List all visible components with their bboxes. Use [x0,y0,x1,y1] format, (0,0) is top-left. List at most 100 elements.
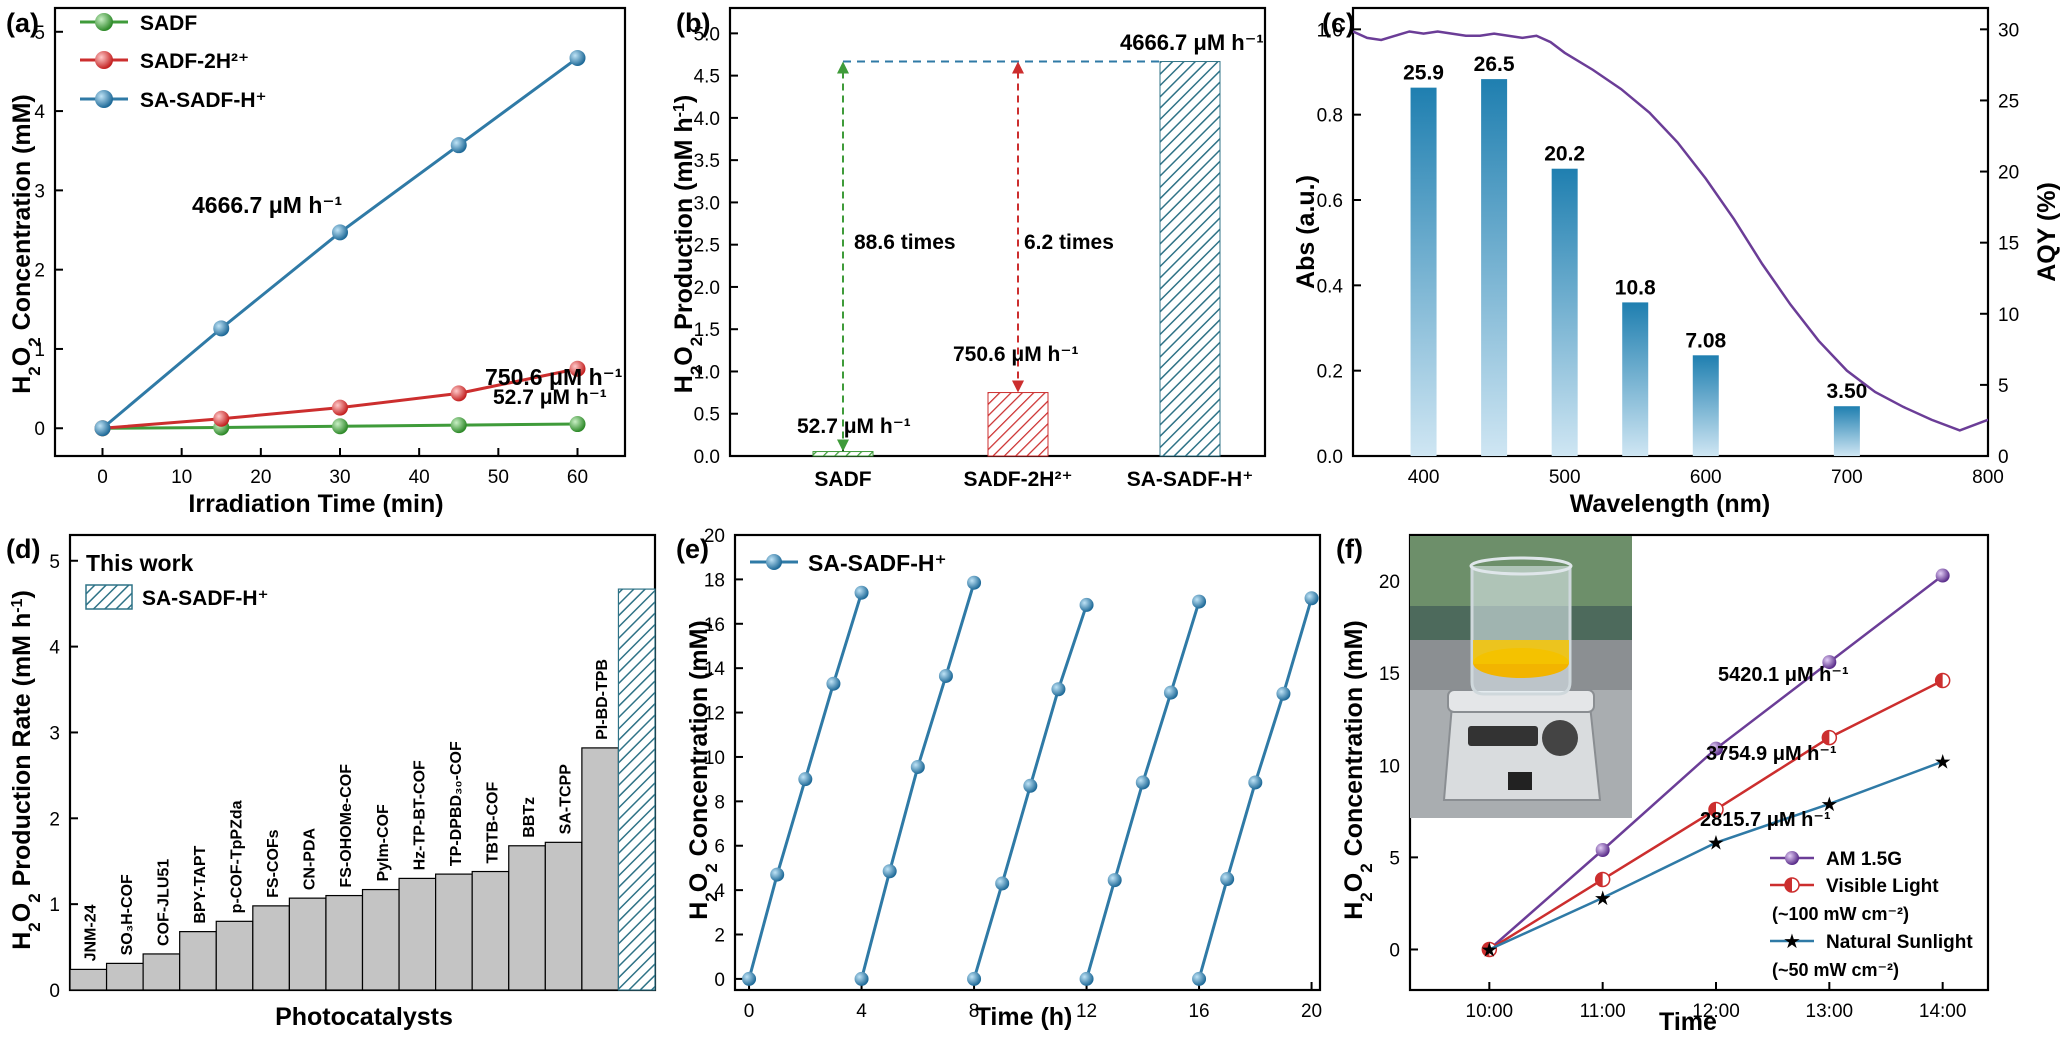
panel-c-frame [1351,6,1990,458]
panel-c-right-ytick-label: 10 [1998,305,2019,326]
panel-f-ytick-label: 10 [1379,756,1400,777]
data-point [332,418,348,435]
panel-d-ylabel: H2O2 Production Rate (mM h-1) [8,590,44,950]
panel-e-xtick-label: 8 [969,1001,980,1022]
panel-e-xtick-label: 16 [1188,1001,1209,1022]
bar-1 [987,392,1049,457]
panel-c-label: (c) [1322,8,1355,38]
panel-f-marks: ★ ★ ★ ★ ★ [1480,568,1952,961]
legend-sunlight: Natural Sunlight [1826,932,1973,953]
panel-b-label: (b) [676,8,710,38]
bar-label: PI-BD-TPB [594,659,611,740]
data-point [1709,741,1723,756]
panel-b-ytick-label: 0.5 [694,405,720,426]
aqy-bar-label: 26.5 [1474,53,1515,76]
cycle-line-1 [860,582,976,980]
panel-c-xtick-label: 400 [1408,467,1440,488]
panel-e-xtick-label: 20 [1301,1001,1322,1022]
bar-label: SA-TCPP [558,764,575,835]
panel-e-ytick-label: 16 [704,615,725,636]
panel-c-right-ytick-label: 0 [1998,447,2009,468]
legend-entry-sa-sadf-h: SA-SADF-H⁺ [142,587,269,610]
panel-f-xlabel: Time [1659,1008,1717,1036]
data-point: ★ [1594,888,1612,910]
data-point-half [1595,872,1603,887]
data-point [1935,568,1950,583]
panel-f-xtick-label: 12:00 [1692,1001,1740,1022]
rate-label-sadf-2h: 750.6 μM h⁻¹ [485,364,622,390]
data-point [1079,597,1094,612]
panel-a-ytick-label: 4 [34,102,45,123]
bar-label: FS-COFs [265,829,282,898]
rate-label-visible: 3754.9 μM h⁻¹ [1706,743,1837,765]
bar-12 [508,845,546,991]
aqy-bar-label: 20.2 [1544,143,1585,166]
aqy-bar [1551,168,1578,456]
panel-e-ytick-label: 20 [704,526,725,547]
panel-f-ytick-label: 20 [1379,572,1400,593]
panel-e-ytick-label: 2 [714,926,725,947]
bar-9 [398,877,437,991]
aqy-bar-label: 7.08 [1685,329,1726,352]
panel-e-ytick-label: 10 [704,748,725,769]
panel-f-legend: AM 1.5G Visible Light (~100 mW cm⁻²) ★ N… [1770,849,1973,980]
annotation-6-2-times: 6.2 times [1024,231,1114,254]
data-point-half [1935,673,1943,688]
data-point [854,971,869,986]
aqy-bar-label: 10.8 [1615,276,1656,299]
panel-b: (b) 0.0 0.5 1.0 1.5 2.0 2.5 3.0 3.5 4.0 4.5 5.0 SAD… [670,6,1267,491]
panel-e-axes: 0 2 4 6 8 10 12 14 16 18 20 0 4 8 12 16 20 [704,526,1322,1022]
panel-d-ytick-label: 2 [49,809,60,830]
bar-8 [361,888,400,991]
bar-1 [105,962,144,991]
aqy-bar [1833,406,1860,456]
data-point [1304,591,1319,606]
data-point-half [1709,802,1716,817]
panel-e-ytick-label: 8 [714,792,725,813]
data-point: ★ [1707,833,1725,855]
data-point [1248,775,1263,790]
panel-f-ylabel: H2O2 Concentration (mM) [1340,620,1376,920]
data-point [1107,873,1122,888]
legend-marker-e [766,554,782,570]
panel-c-ytick-label: 0.8 [1317,106,1343,127]
aqy-bar-label: 25.9 [1403,62,1444,85]
bar-11 [471,870,510,991]
panel-d-ytick-label: 5 [49,552,60,573]
data-point [332,399,348,416]
aqy-bar-label: 3.50 [1826,380,1867,403]
data-point [882,864,897,879]
data-point [569,416,586,433]
data-point [798,772,813,787]
panel-e-ytick-label: 4 [714,881,725,902]
bar-label: BBTz [521,797,538,838]
data-point: ★ [1820,794,1838,816]
bar-label: PyIm-COF [375,804,392,882]
arrow-head-red [1012,61,1024,74]
panel-b-ytick-label: 5.0 [694,24,720,45]
panel-e-xtick-label: 0 [744,1001,755,1022]
panel-c-right-ytick-label: 15 [1998,234,2019,255]
data-point [213,320,230,337]
panel-c-right-ytick-label: 20 [1998,163,2019,184]
panel-d-ytick-label: 0 [49,981,60,1002]
panel-e-ytick-label: 6 [714,837,725,858]
bar-label: p-COF-TpPZda [229,800,246,913]
bar-2 [1159,61,1221,457]
inset-photo [1410,536,1632,818]
panel-f-xtick-label: 11:00 [1580,1001,1626,1022]
absorbance-curve [1353,30,1988,432]
data-point: ★ [1934,752,1952,774]
panel-a-xtick-label: 10 [171,467,192,488]
panel-c-y2label: AQY (%) [2033,182,2061,282]
panel-e-frame [733,533,1322,992]
legend-sunlight-note: (~50 mW cm⁻²) [1772,960,1899,980]
data-point [1276,686,1291,701]
annotation-88-6-times: 88.6 times [854,231,956,254]
data-point [213,410,230,427]
series-line-2 [1488,760,1944,951]
data-point [1135,775,1150,790]
panel-d-ytick-label: 3 [49,723,60,744]
panel-f-ytick-label: 5 [1389,848,1400,869]
